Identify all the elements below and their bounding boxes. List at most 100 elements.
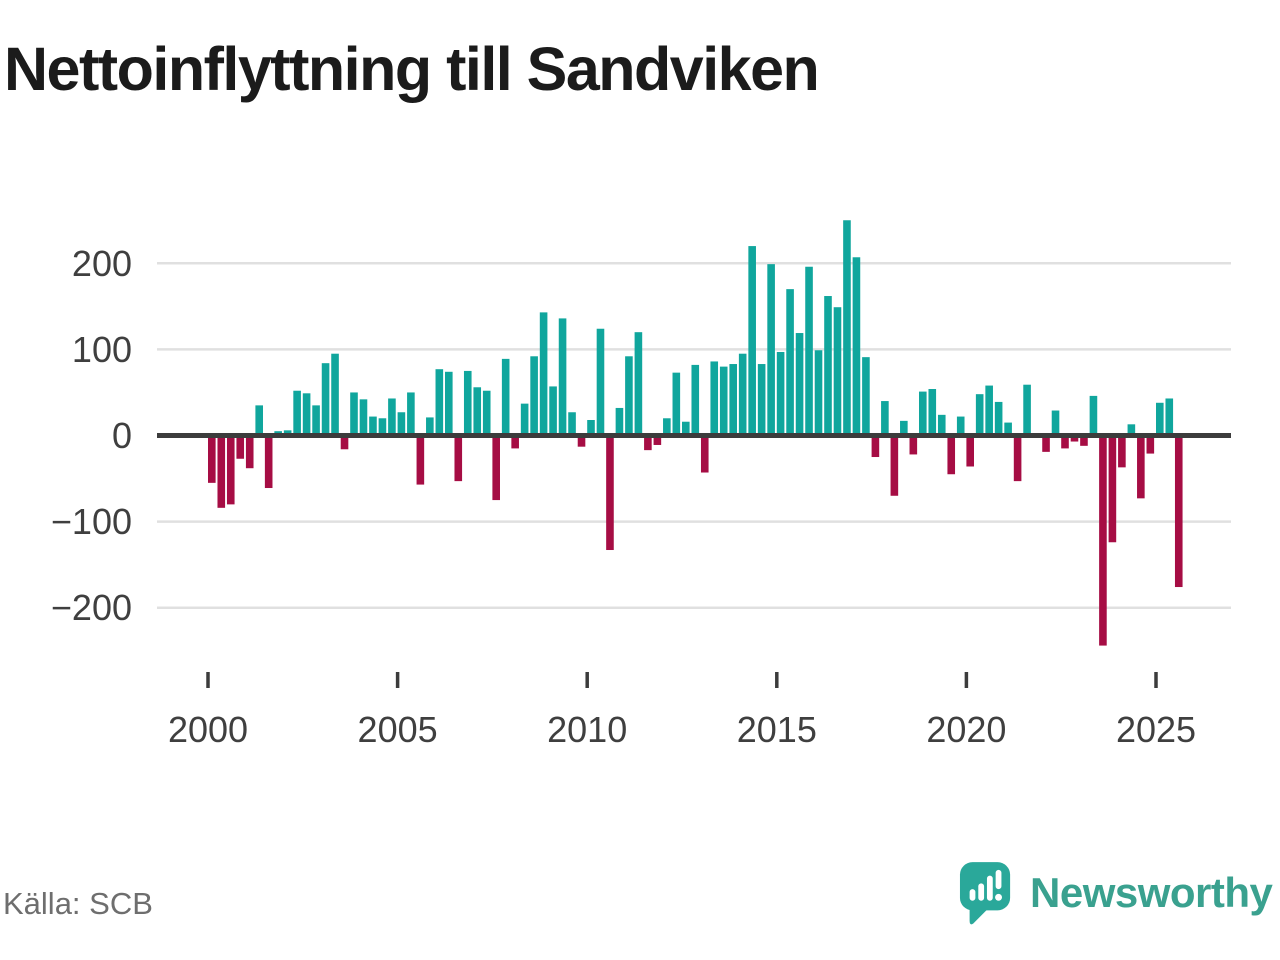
bar-2003-Q2 <box>331 353 339 436</box>
bar-2002-Q2 <box>293 390 301 436</box>
bar-2010-Q3 <box>606 435 614 551</box>
bar-2002-Q4 <box>312 405 320 436</box>
bar-2015-Q2 <box>786 289 794 436</box>
bar-2007-Q4 <box>501 358 510 436</box>
y-tick-label--200: −200 <box>51 587 132 628</box>
bar-2024-Q1 <box>1118 435 1126 468</box>
bar-2006-Q3 <box>454 435 463 482</box>
bar-2017-Q2 <box>862 357 870 436</box>
bar-2003-Q3 <box>340 435 349 450</box>
y-tick-label-100: 100 <box>72 329 132 370</box>
bar-2010-Q4 <box>615 407 624 436</box>
bar-2003-Q1 <box>321 363 330 436</box>
bar-2000-Q3 <box>226 435 235 505</box>
bars <box>208 220 1183 646</box>
bar-2009-Q4 <box>577 435 586 447</box>
chart-title: Nettoinflyttning till Sandviken <box>4 35 820 103</box>
bar-2000-Q2 <box>217 435 226 508</box>
bar-2005-Q2 <box>407 392 415 436</box>
bar-2011-Q3 <box>644 435 652 451</box>
bar-2002-Q3 <box>302 393 311 436</box>
bar-2016-Q1 <box>814 350 823 436</box>
newsworthy-logo-text: Newsworthy <box>1030 869 1273 916</box>
bar-2018-Q3 <box>909 435 918 455</box>
bar-2022-Q3 <box>1061 435 1069 449</box>
bar-2013-Q4 <box>729 364 737 436</box>
bar-2015-Q3 <box>795 333 804 436</box>
bar-2014-Q4 <box>767 264 775 436</box>
bar-2004-Q3 <box>378 418 387 436</box>
bar-2023-Q1 <box>1080 435 1088 446</box>
bar-2006-Q2 <box>445 371 453 436</box>
bar-2011-Q2 <box>634 332 643 436</box>
bar-2021-Q2 <box>1013 435 1022 482</box>
bar-2012-Q2 <box>672 372 681 436</box>
bar-2005-Q4 <box>426 417 434 436</box>
bar-2015-Q1 <box>776 351 785 436</box>
newsworthy-logo[interactable]: Newsworthy <box>959 860 1273 926</box>
bar-2022-Q1 <box>1042 435 1050 452</box>
bar-2022-Q2 <box>1051 410 1060 436</box>
bar-2021-Q1 <box>1004 422 1012 436</box>
bar-2011-Q1 <box>625 356 633 436</box>
bar-2025-Q1 <box>1156 402 1164 436</box>
bar-2013-Q1 <box>700 435 709 473</box>
bar-2012-Q3 <box>682 421 690 436</box>
bar-2008-Q2 <box>520 403 529 436</box>
bar-2017-Q1 <box>852 257 861 436</box>
bar-2000-Q1 <box>208 435 216 483</box>
x-tick-label-2025: 2025 <box>1116 709 1196 750</box>
bar-2012-Q1 <box>663 418 671 436</box>
bar-2012-Q4 <box>691 364 700 436</box>
y-tick-label--100: −100 <box>51 501 132 542</box>
bar-2009-Q3 <box>568 412 576 436</box>
bar-2025-Q3 <box>1174 435 1183 588</box>
bar-2016-Q3 <box>833 307 842 436</box>
bar-2011-Q4 <box>653 435 662 445</box>
bar-2020-Q2 <box>975 394 984 436</box>
bar-2007-Q2 <box>482 390 491 436</box>
bar-2009-Q1 <box>549 386 557 436</box>
bar-2004-Q1 <box>359 399 368 436</box>
bar-2001-Q3 <box>264 435 273 489</box>
bar-2014-Q3 <box>757 364 766 436</box>
bar-2018-Q2 <box>900 420 908 436</box>
x-tick-label-2005: 2005 <box>358 709 438 750</box>
x-tick-label-2010: 2010 <box>547 709 627 750</box>
bar-2002-Q1 <box>283 430 292 436</box>
bar-2005-Q3 <box>416 435 425 485</box>
newsworthy-logo-icon <box>959 862 1011 925</box>
gridlines <box>157 262 1231 609</box>
bar-2009-Q2 <box>558 318 567 436</box>
bar-2004-Q4 <box>388 398 396 436</box>
bar-2025-Q2 <box>1165 398 1174 436</box>
bar-2003-Q4 <box>350 392 358 436</box>
x-tick-label-2000: 2000 <box>168 709 248 750</box>
bar-2016-Q2 <box>824 296 832 436</box>
y-axis-labels: 200 100 0 −100 −200 <box>51 243 132 628</box>
x-axis-labels: 2000 2005 2010 2015 2020 2025 <box>168 709 1196 750</box>
x-axis-ticks <box>206 672 1158 688</box>
bar-2013-Q2 <box>710 361 719 436</box>
bar-2024-Q3 <box>1137 435 1145 499</box>
bar-2023-Q3 <box>1099 435 1107 646</box>
x-tick-label-2020: 2020 <box>926 709 1006 750</box>
bar-2018-Q4 <box>919 391 927 436</box>
x-tick-label-2015: 2015 <box>737 709 817 750</box>
source-label: Källa: SCB <box>3 886 153 921</box>
bar-2024-Q4 <box>1146 435 1155 454</box>
bar-2020-Q3 <box>985 385 993 436</box>
bar-2017-Q3 <box>871 435 880 458</box>
bar-2007-Q3 <box>492 435 500 501</box>
bar-2010-Q2 <box>596 328 605 436</box>
bar-2024-Q2 <box>1127 424 1136 436</box>
bar-2013-Q3 <box>719 366 728 436</box>
bar-2000-Q4 <box>236 435 245 459</box>
bar-2022-Q4 <box>1070 435 1079 442</box>
bar-2001-Q1 <box>245 435 254 469</box>
bar-2018-Q1 <box>890 435 899 496</box>
bar-2015-Q4 <box>805 266 813 436</box>
bar-2008-Q1 <box>511 435 519 449</box>
